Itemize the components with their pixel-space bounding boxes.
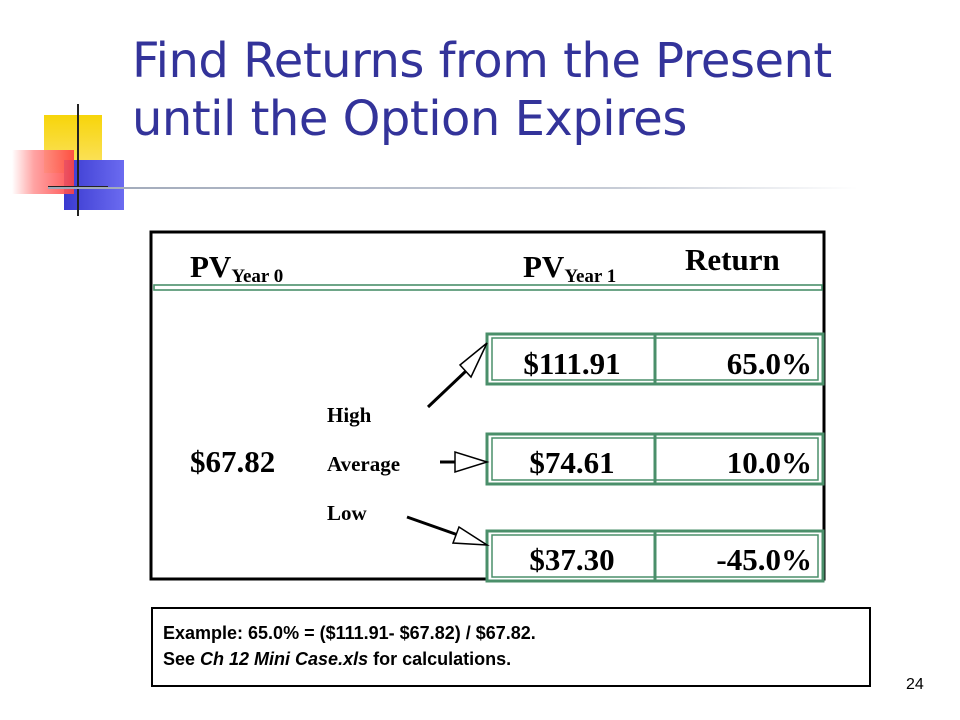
pv-year1-header: PVYear 1 [523, 249, 616, 287]
deco-vertical-line [77, 104, 79, 216]
row-low-pv: $37.30 [529, 542, 614, 577]
page-number: 24 [906, 676, 924, 693]
slide-title: Find Returns from the Present until the … [132, 32, 932, 148]
row-high-pv: $111.91 [523, 346, 620, 381]
row-low: $37.30 -45.0% [485, 529, 825, 583]
arrow-high [426, 342, 488, 409]
example-note: Example: 65.0% = ($111.91- $67.82) / $67… [151, 607, 871, 687]
note-line2-suffix: for calculations. [368, 649, 512, 669]
note-line2: See Ch 12 Mini Case.xls for calculations… [163, 646, 869, 672]
row-low-return: -45.0% [716, 542, 812, 577]
row-average-pv: $74.61 [529, 445, 614, 480]
return-header: Return [685, 242, 780, 277]
scenario-label-low: Low [327, 501, 368, 525]
note-file-name: Ch 12 Mini Case.xls [200, 649, 369, 669]
row-high: $111.91 65.0% [485, 332, 825, 386]
arrow-low [406, 515, 490, 546]
arrow-average-head [454, 450, 490, 474]
header-separator [153, 284, 823, 291]
pv-year0-header: PVYear 0 [190, 249, 283, 287]
arrow-average [440, 450, 490, 474]
note-line2-prefix: See [163, 649, 201, 669]
scenario-label-high: High [327, 403, 372, 427]
arrow-low-shaft [406, 515, 459, 537]
deco-blue-square [64, 160, 124, 210]
scenario-label-average: Average [327, 452, 400, 476]
arrow-high-head [458, 342, 488, 379]
title-underline [48, 187, 858, 189]
arrow-high-shaft [426, 369, 468, 409]
slide-title-line2: until the Option Expires [132, 91, 687, 147]
row-high-return: 65.0% [727, 346, 812, 381]
arrow-low-head [451, 525, 490, 546]
row-average-return: 10.0% [727, 445, 812, 480]
slide-title-line1: Find Returns from the Present [132, 33, 832, 89]
pv-year0-value: $67.82 [190, 444, 275, 479]
row-average: $74.61 10.0% [485, 432, 825, 486]
note-line1: Example: 65.0% = ($111.91- $67.82) / $67… [163, 623, 536, 643]
